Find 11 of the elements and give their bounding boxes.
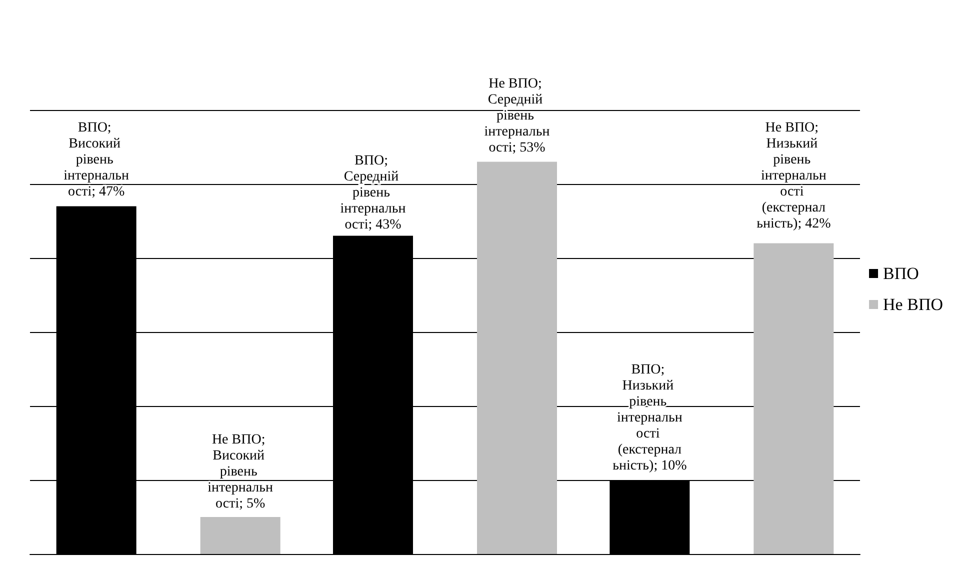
data-label: ВПО; Високий рівень інтернальності; 47% — [64, 120, 130, 200]
data-label: ВПО; Низький рівень інтернальності (екстернальність); 10% — [612, 362, 688, 474]
data-label: ВПО; Середній рівень інтернальності; 43% — [340, 153, 406, 232]
bar — [754, 243, 834, 554]
data-label: Не ВПО; Високий рівень інтернальності; 5% — [208, 432, 274, 512]
bar — [477, 162, 557, 554]
data-label: Не ВПО; Середній рівень інтернальності; 53% — [484, 76, 550, 156]
legend-label: ВПО — [883, 264, 919, 283]
bar — [200, 517, 280, 554]
data-label: Не ВПО; Низький рівень інтернальності (екстернальність); 42% — [756, 120, 832, 232]
legend-label: Не ВПО — [883, 295, 944, 314]
